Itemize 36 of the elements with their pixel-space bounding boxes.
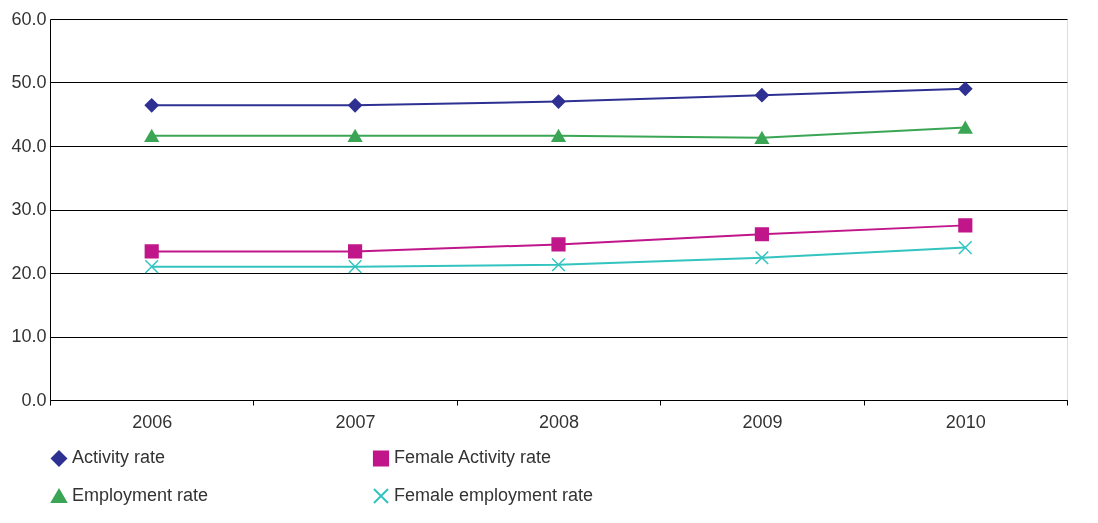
point: [754, 250, 769, 265]
point: [348, 129, 363, 143]
point: [754, 131, 769, 144]
point: [958, 240, 973, 255]
point: [958, 121, 973, 134]
point: [551, 94, 566, 109]
legend-label: Female Activity rate: [394, 447, 552, 468]
y-tick-label: 60.0: [11, 8, 47, 29]
point: [958, 81, 973, 96]
legend-label: Female employment rate: [394, 485, 594, 505]
point: [348, 244, 363, 259]
x-tick-label: 2007: [335, 411, 376, 432]
point: [144, 244, 159, 259]
point: [551, 237, 566, 252]
y-tick-label: 50.0: [11, 72, 47, 92]
x-tick-label: 2009: [742, 411, 783, 432]
point: [144, 259, 159, 274]
point: [754, 227, 769, 242]
y-tick-label: 30.0: [11, 199, 47, 219]
y-tick-label: 40.0: [11, 135, 47, 156]
x-tick-label: 2010: [945, 411, 986, 432]
y-tick-label: 0.0: [21, 389, 47, 410]
point: [144, 129, 159, 143]
legend-label: Activity rate: [72, 447, 166, 468]
point: [348, 259, 363, 274]
x-tick-label: 2006: [132, 411, 173, 432]
point: [551, 129, 566, 143]
point: [348, 98, 363, 113]
legend-label: Employment rate: [72, 485, 209, 505]
point: [958, 218, 973, 233]
point: [144, 98, 159, 113]
x-tick-label: 2008: [538, 411, 580, 432]
y-tick-label: 10.0: [11, 326, 47, 346]
point: [551, 257, 566, 272]
point: [754, 88, 769, 103]
y-tick-label: 20.0: [11, 262, 47, 283]
